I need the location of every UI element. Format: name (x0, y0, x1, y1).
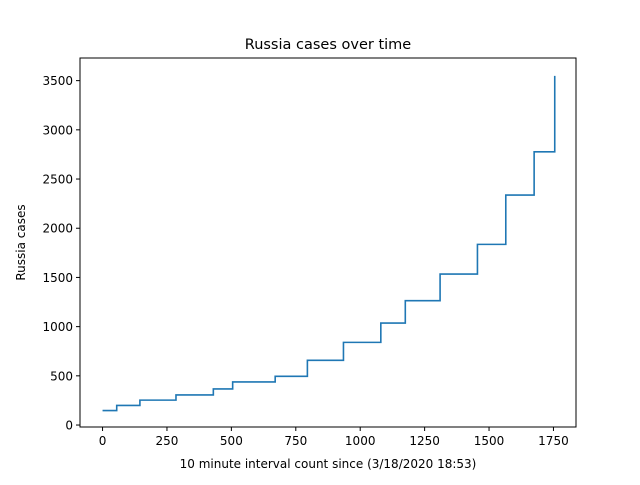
plot-frame (79, 57, 577, 428)
series-line-0 (102, 75, 556, 412)
x-tick-label: 1250 (409, 434, 440, 448)
y-tick-label: 1000 (42, 320, 73, 334)
x-tick-label: 750 (284, 434, 307, 448)
y-axis-label: Russia cases (14, 204, 28, 280)
ticks-layer: 0 250 500 750 1000 1250 1500 1750 0 500 1000 1500 20… (42, 74, 568, 448)
x-tick-label: 250 (156, 434, 179, 448)
y-tick-label: 3500 (42, 74, 73, 88)
x-tick-label: 1750 (538, 434, 569, 448)
x-tick-label: 0 (99, 434, 107, 448)
y-tick-label: 0 (65, 419, 73, 433)
y-tick-label: 500 (50, 369, 73, 383)
y-tick-label: 2500 (42, 173, 73, 187)
x-tick-label: 1000 (345, 434, 376, 448)
y-tick-label: 3000 (42, 123, 73, 137)
plot-area (80, 58, 576, 427)
y-tick-label: 2000 (42, 222, 73, 236)
series-layer (102, 75, 556, 412)
y-tick-label: 1500 (42, 271, 73, 285)
x-tick-label: 500 (220, 434, 243, 448)
x-tick-label: 1500 (474, 434, 505, 448)
chart-title: Russia cases over time (245, 37, 412, 53)
x-axis-label: 10 minute interval count since (3/18/202… (180, 457, 477, 471)
